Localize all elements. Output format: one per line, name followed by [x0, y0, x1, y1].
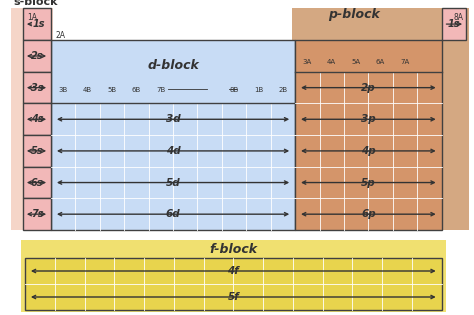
Text: 5A: 5A: [352, 59, 361, 65]
Text: 7A: 7A: [401, 59, 410, 65]
Text: 6B: 6B: [132, 87, 141, 93]
Bar: [295, 40, 442, 230]
Bar: [23, 167, 51, 198]
Text: 7s: 7s: [31, 209, 43, 219]
Text: 1s: 1s: [447, 19, 460, 29]
Text: 3d: 3d: [166, 114, 181, 124]
Bar: [23, 103, 51, 135]
Bar: [23, 72, 51, 103]
Text: 3B: 3B: [59, 87, 68, 93]
Text: 5f: 5f: [228, 292, 239, 302]
Text: 6p: 6p: [361, 209, 376, 219]
Bar: [23, 8, 51, 40]
Bar: [23, 135, 51, 167]
Text: 4f: 4f: [228, 266, 239, 276]
Text: 5d: 5d: [166, 178, 181, 187]
Text: 4d: 4d: [166, 146, 181, 156]
Text: 6A: 6A: [376, 59, 385, 65]
Text: f-block: f-block: [209, 243, 257, 256]
Text: 2s: 2s: [31, 51, 43, 61]
Bar: [292, 8, 469, 230]
Bar: [51, 40, 295, 230]
Text: 2B: 2B: [278, 87, 287, 93]
Text: 3p: 3p: [361, 114, 376, 124]
Text: 6s: 6s: [31, 178, 43, 187]
Text: 2p: 2p: [361, 83, 376, 93]
Bar: [25, 258, 442, 310]
Text: 4B: 4B: [83, 87, 92, 93]
Text: 1A: 1A: [27, 13, 37, 22]
Bar: [21, 240, 446, 312]
Text: 4s: 4s: [31, 114, 43, 124]
Text: 8B: 8B: [229, 87, 239, 93]
Text: 8A: 8A: [453, 13, 463, 22]
Bar: [442, 8, 466, 40]
Text: s-block: s-block: [13, 0, 57, 7]
Bar: [23, 40, 51, 72]
Text: 5s: 5s: [31, 146, 43, 156]
Text: 4A: 4A: [327, 59, 336, 65]
Text: 7B: 7B: [156, 87, 165, 93]
Text: 2A: 2A: [56, 31, 66, 40]
Text: 5B: 5B: [108, 87, 117, 93]
Bar: [23, 198, 51, 230]
Text: 3A: 3A: [303, 59, 312, 65]
Text: d-block: d-block: [147, 59, 199, 72]
Text: 3s: 3s: [31, 83, 43, 93]
Text: 5p: 5p: [361, 178, 376, 187]
Text: 4p: 4p: [361, 146, 376, 156]
Text: 1B: 1B: [254, 87, 263, 93]
Text: p-block: p-block: [328, 9, 380, 21]
Text: 1s: 1s: [32, 19, 45, 29]
Text: 6d: 6d: [166, 209, 181, 219]
Bar: [11, 8, 53, 230]
